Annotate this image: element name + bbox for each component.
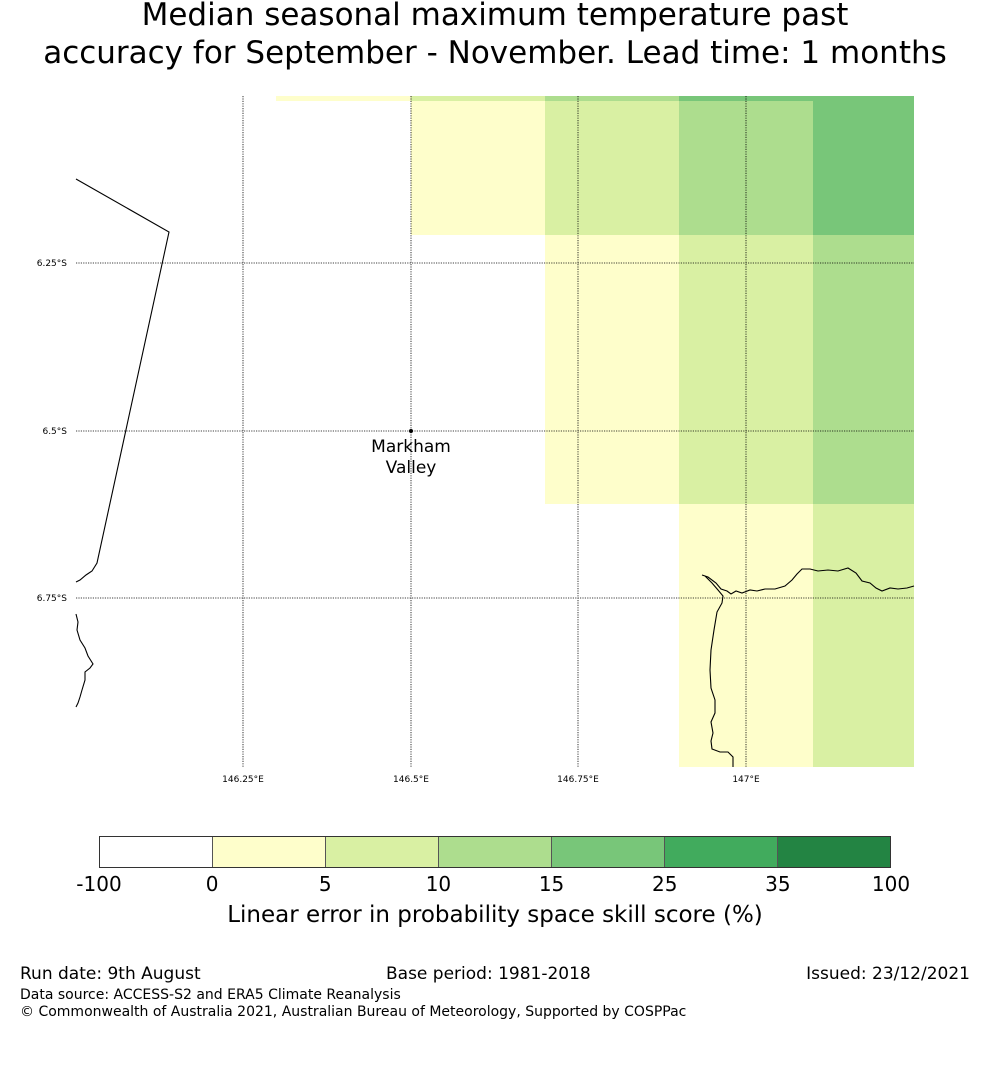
grid-cell xyxy=(545,235,679,504)
colorbar-segment xyxy=(439,837,552,867)
copyright: © Commonwealth of Australia 2021, Austra… xyxy=(20,1004,687,1020)
colorbar-tick-label: 100 xyxy=(871,872,911,896)
graticule xyxy=(76,96,914,767)
grid-cell xyxy=(276,96,411,101)
place-label-line-2: Valley xyxy=(386,458,437,478)
lat-label: 6.25°S xyxy=(37,259,68,269)
lon-label: 146.25°E xyxy=(222,775,264,785)
coastline-west xyxy=(75,613,94,708)
colorbar-segment xyxy=(100,837,213,867)
coastline xyxy=(75,178,915,767)
grid-cell xyxy=(411,96,545,235)
colorbar-tick-label: 0 xyxy=(205,872,219,896)
place-marker xyxy=(409,429,413,433)
colorbar-segment xyxy=(665,837,778,867)
data-source: Data source: ACCESS-S2 and ERA5 Climate … xyxy=(20,987,401,1003)
colorbar-segment xyxy=(213,837,326,867)
border-line xyxy=(75,178,170,583)
grid-cell xyxy=(411,96,545,101)
map-title: Median seasonal maximum temperature past… xyxy=(0,0,990,72)
coastline-east xyxy=(701,567,915,767)
colorbar-tick-label: 35 xyxy=(765,872,791,896)
run-date: Run date: 9th August xyxy=(20,964,201,984)
lon-label: 146.75°E xyxy=(557,775,599,785)
grid-cell xyxy=(545,96,679,235)
lon-label: 147°E xyxy=(732,775,760,785)
title-line-2: accuracy for September - November. Lead … xyxy=(43,35,947,71)
lat-label: 6.75°S xyxy=(37,594,68,604)
title-line-1: Median seasonal maximum temperature past xyxy=(141,0,849,33)
grid-cell xyxy=(813,96,914,235)
colorbar-tick-label: 25 xyxy=(651,872,678,896)
colorbar-tick-label: 15 xyxy=(538,872,565,896)
colorbar-tick-label: -100 xyxy=(76,872,122,896)
colorbar-tick-label: 5 xyxy=(318,872,332,896)
grid-cell xyxy=(545,96,679,101)
grid-cell xyxy=(813,235,914,504)
colorbar-segment xyxy=(778,837,890,867)
colorbar-label: Linear error in probability space skill … xyxy=(227,902,763,928)
colorbar-segment xyxy=(552,837,665,867)
grid-cell xyxy=(813,504,914,767)
colorbar-tick-label: 10 xyxy=(425,872,452,896)
base-period: Base period: 1981-2018 xyxy=(386,964,591,984)
skill-map: 6.25°S 6.5°S 6.75°S 146.25°E 146.5°E 146… xyxy=(37,96,915,785)
colorbar-segment xyxy=(326,837,439,867)
place-label-line-1: Markham xyxy=(371,437,451,457)
colorbar xyxy=(99,836,891,868)
lat-label: 6.5°S xyxy=(42,427,67,437)
skill-grid xyxy=(276,96,914,767)
issued-date: Issued: 23/12/2021 xyxy=(806,964,970,984)
lon-label: 146.5°E xyxy=(393,775,429,785)
